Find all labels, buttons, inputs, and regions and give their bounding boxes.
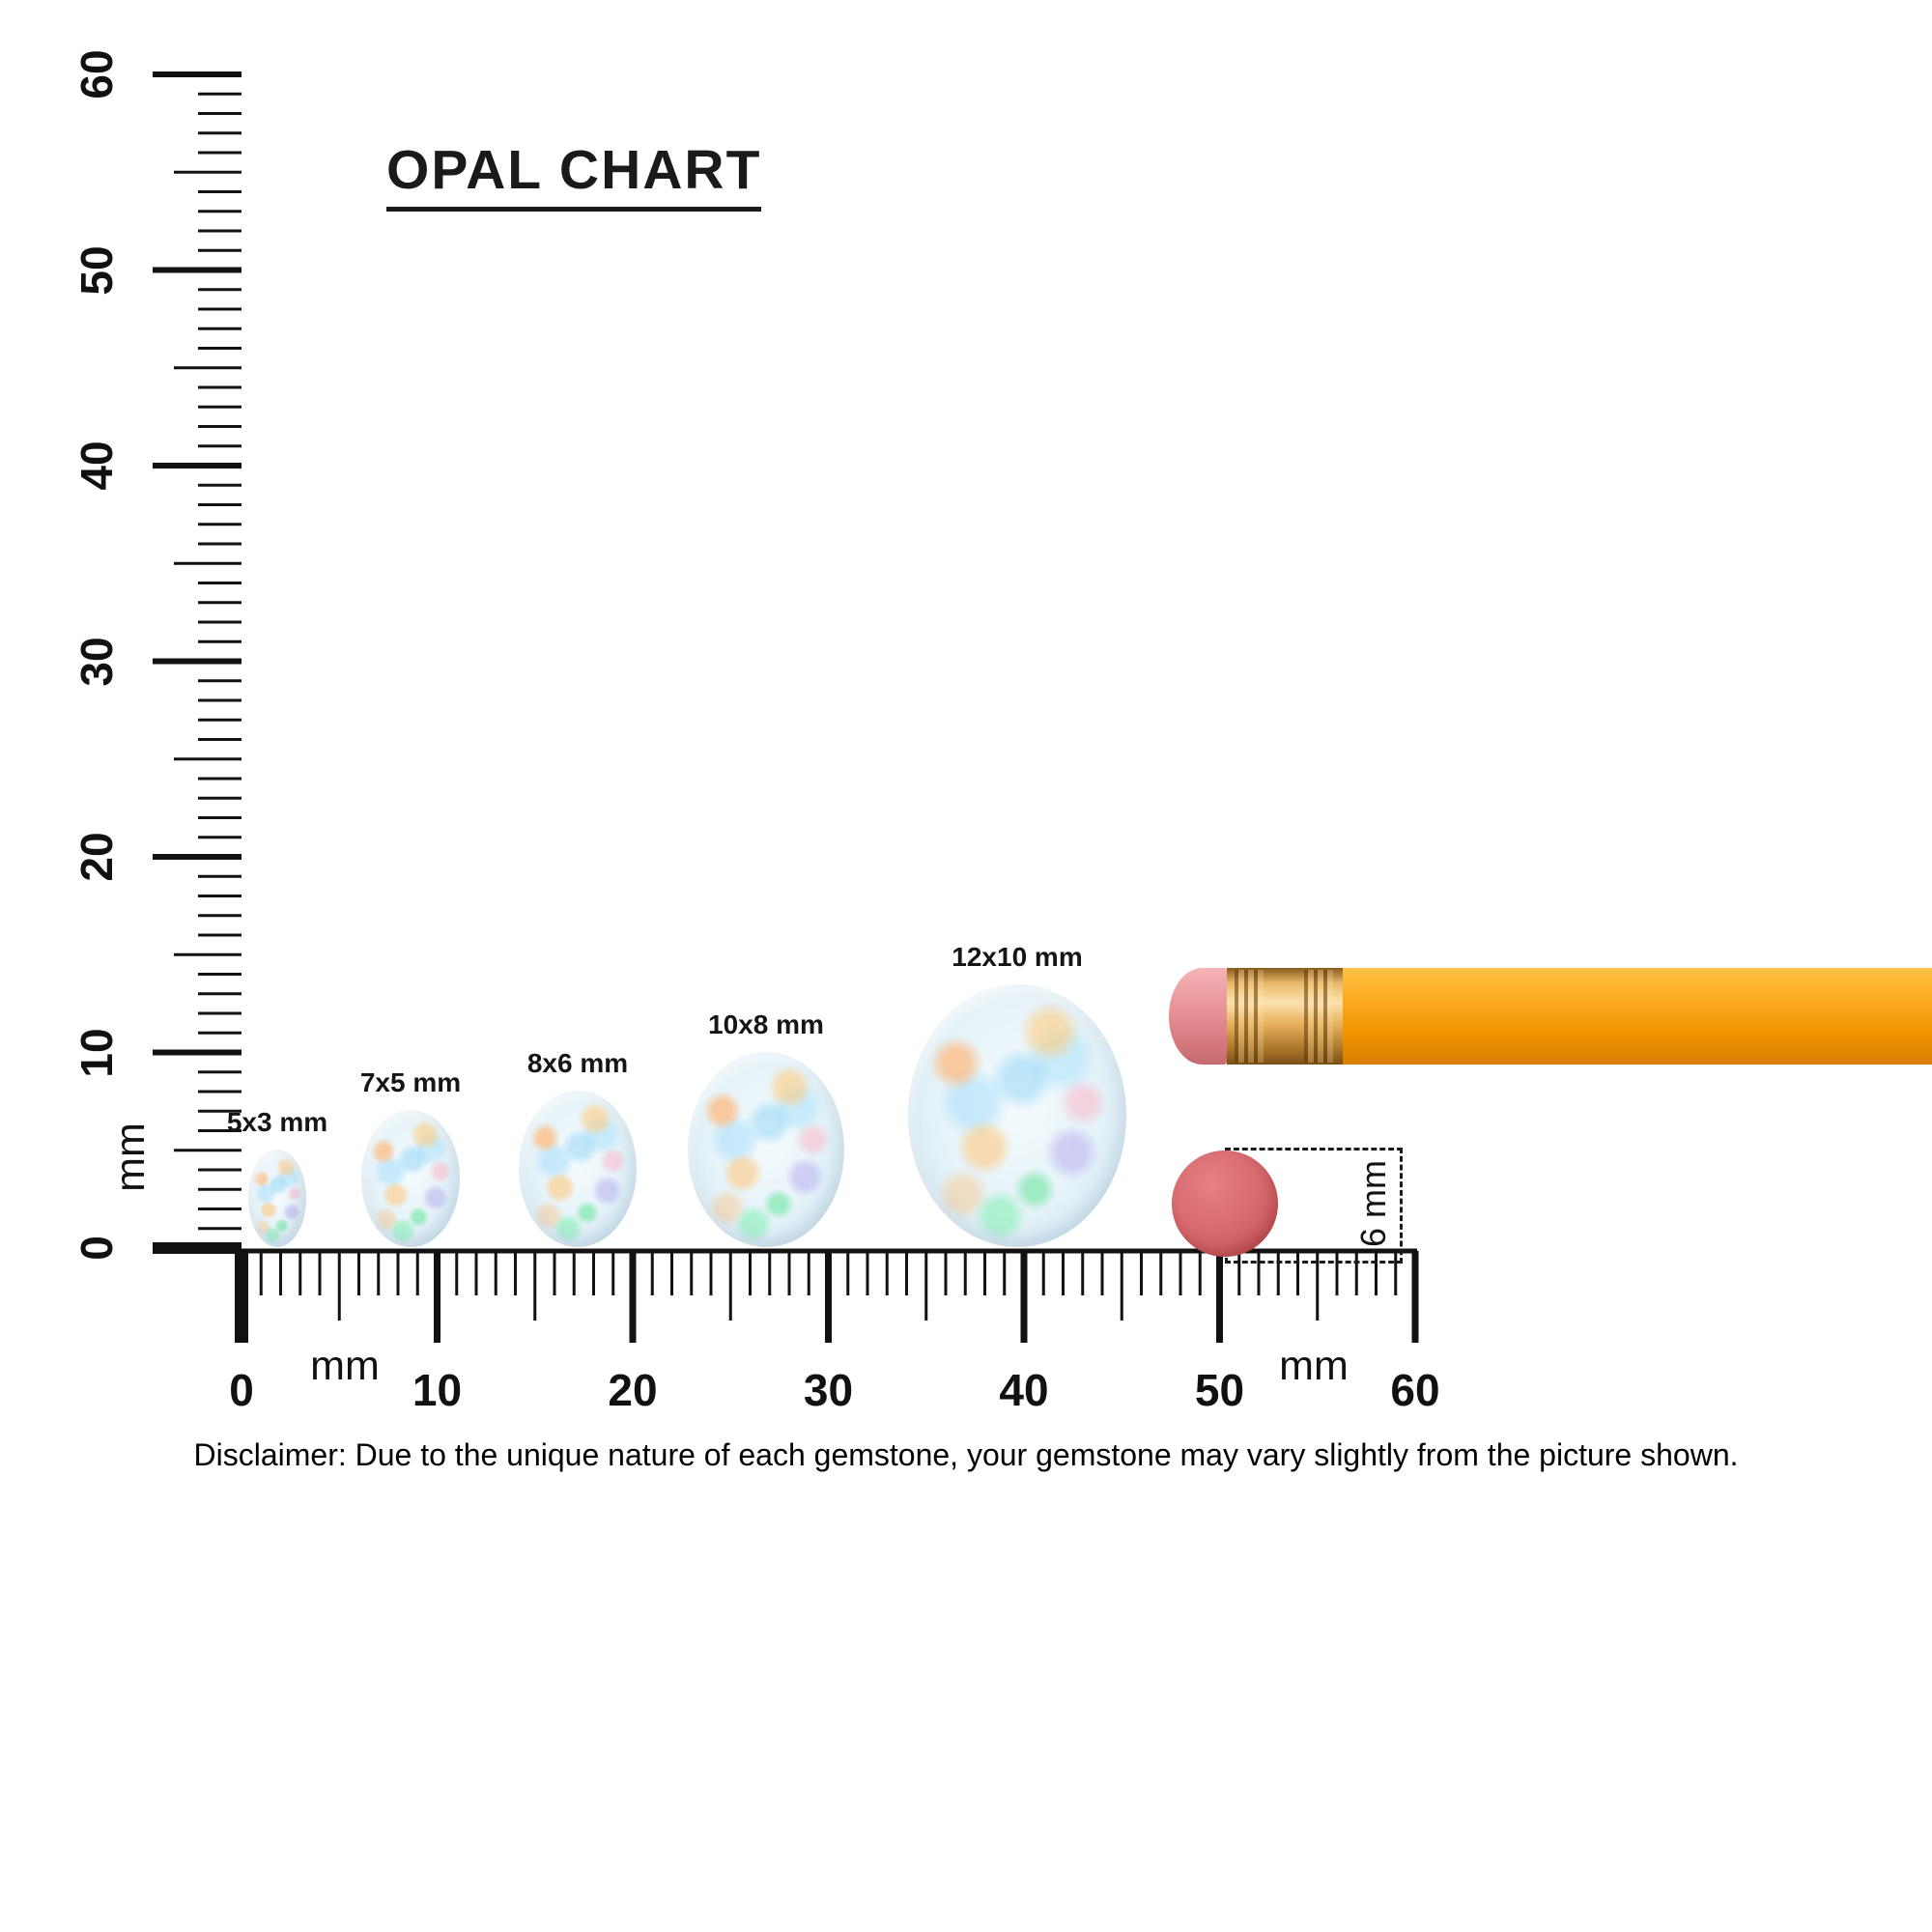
opal-7x5mm	[361, 1110, 460, 1247]
opal-10x8mm	[688, 1051, 844, 1247]
ferrule-crimp-right	[1304, 970, 1333, 1063]
v-ruler-label-40: 40	[71, 440, 122, 491]
pencil-reference-object	[1169, 968, 1932, 1065]
opal-size-label: 8x6 mm	[526, 1048, 629, 1078]
opal-12x10mm	[907, 983, 1127, 1247]
h-ruler-label-40: 40	[999, 1365, 1049, 1415]
ferrule-crimp-left	[1235, 970, 1264, 1063]
pencil-eraser-tip	[1169, 968, 1227, 1065]
horizontal-ruler-ticks	[235, 1248, 1419, 1343]
opal-5x3mm	[247, 1149, 307, 1247]
opal-size-label: 12x10 mm	[952, 941, 1083, 972]
v-ruler-label-30: 30	[71, 636, 122, 687]
h-ruler-unit-label-right: mm	[1279, 1343, 1349, 1389]
h-ruler-label-20: 20	[608, 1365, 658, 1415]
h-ruler-label-10: 10	[412, 1365, 463, 1415]
v-ruler-label-60: 60	[71, 49, 122, 99]
opal-size-label: 10x8 mm	[708, 1009, 824, 1039]
opal-8x6mm	[519, 1091, 637, 1247]
h-ruler-label-60: 60	[1390, 1365, 1440, 1415]
pencil-ferrule	[1227, 968, 1343, 1065]
disclaimer-text: Disclaimer: Due to the unique nature of …	[193, 1437, 1739, 1472]
h-ruler-label-50: 50	[1194, 1365, 1245, 1415]
opal-size-label: 7x5 mm	[359, 1067, 462, 1098]
v-ruler-label-20: 20	[71, 832, 122, 882]
title-underline	[386, 207, 761, 212]
eraser-disc-size-label: 6 mm	[1353, 1160, 1393, 1247]
vertical-ruler-ticks	[153, 71, 242, 1254]
v-ruler-unit-label: mm	[107, 1122, 154, 1192]
eraser-disc-reference-object	[1172, 1151, 1278, 1257]
h-ruler-label-30: 30	[803, 1365, 854, 1415]
h-ruler-unit-label-left: mm	[310, 1343, 380, 1389]
opal-size-label: 5x3 mm	[226, 1106, 328, 1137]
h-ruler-label-0: 0	[229, 1365, 254, 1415]
pencil-body	[1343, 968, 1932, 1065]
v-ruler-label-50: 50	[71, 244, 122, 296]
page-title: OPAL CHART	[386, 139, 762, 201]
